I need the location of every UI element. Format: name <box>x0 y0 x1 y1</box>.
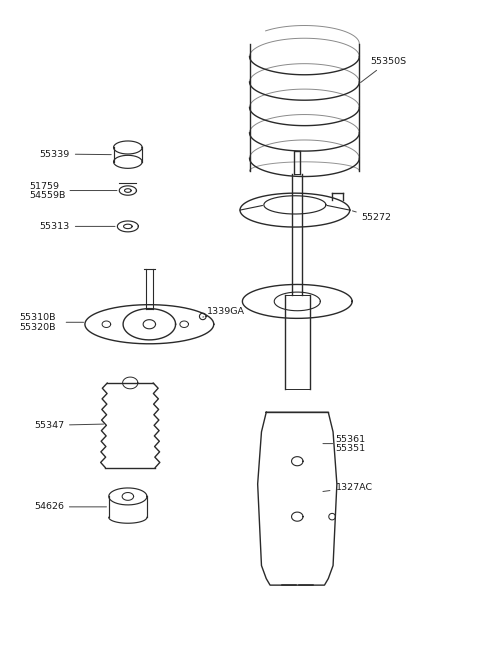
Text: 1327AC: 1327AC <box>323 483 372 492</box>
Text: 55272: 55272 <box>352 211 392 223</box>
Text: 54626: 54626 <box>34 502 107 512</box>
Text: 55350S: 55350S <box>360 57 407 83</box>
Text: 55351: 55351 <box>336 443 366 453</box>
Text: 55339: 55339 <box>39 149 111 159</box>
Text: 55313: 55313 <box>39 222 115 231</box>
Text: 54559B: 54559B <box>29 191 65 200</box>
Text: 55310B: 55310B <box>20 313 56 322</box>
Text: 51759: 51759 <box>29 182 59 191</box>
Text: 55361: 55361 <box>336 435 366 444</box>
Text: 1339GA: 1339GA <box>203 307 245 317</box>
Text: 55320B: 55320B <box>20 323 56 332</box>
Text: 55347: 55347 <box>34 421 104 430</box>
